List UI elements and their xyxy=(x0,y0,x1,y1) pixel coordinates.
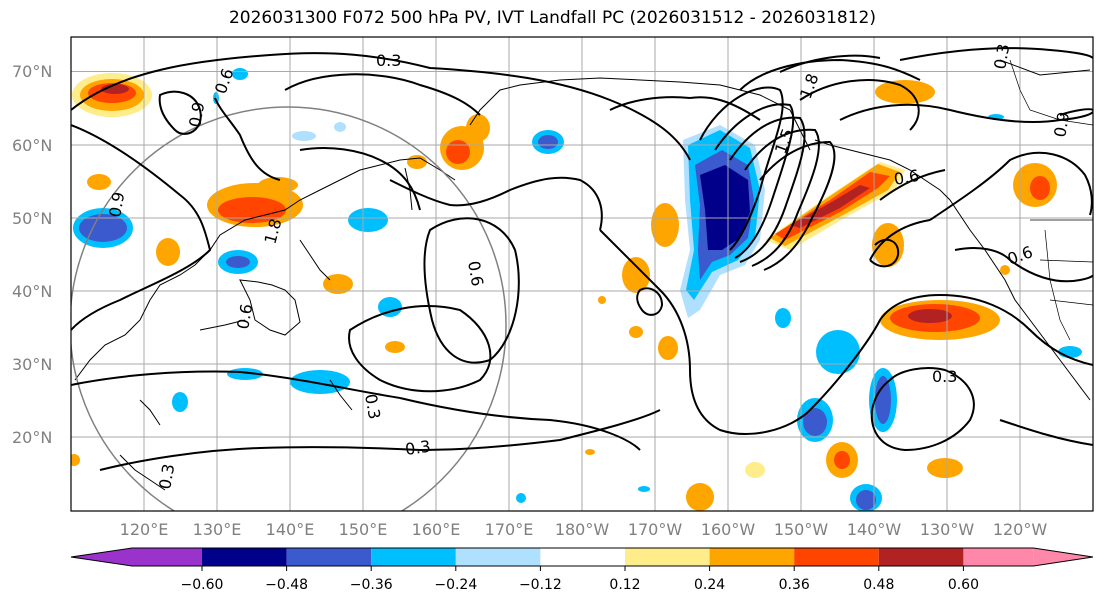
colorbar-label: −0.48 xyxy=(265,577,308,593)
lon-label: 130°E xyxy=(193,520,242,539)
colorbar-label: 0.36 xyxy=(779,577,810,593)
contour-label: 0.3 xyxy=(932,367,957,386)
lat-label: 70°N xyxy=(12,62,52,81)
map-title: 2026031300 F072 500 hPa PV, IVT Landfall… xyxy=(228,8,876,28)
lon-label: 140°E xyxy=(266,520,315,539)
lon-label: 180°W xyxy=(555,520,610,539)
colorbar-segment xyxy=(455,548,541,566)
colorbar-segment xyxy=(878,548,964,566)
contour-lines xyxy=(71,47,1093,471)
colorbar-segment xyxy=(540,548,625,566)
lon-label: 140°W xyxy=(847,520,902,539)
radius-circle xyxy=(71,106,507,511)
lon-label: 120°W xyxy=(993,520,1048,539)
colorbar-extend-high xyxy=(1033,548,1093,566)
lon-label: 170°E xyxy=(485,520,534,539)
colorbar-segment xyxy=(286,548,372,566)
contour-label: 0.3 xyxy=(155,462,178,490)
political-borders xyxy=(1009,59,1093,341)
latitude-labels: 70°N 60°N 50°N 40°N 30°N 20°N xyxy=(12,62,52,447)
colorbar-segment xyxy=(709,548,795,566)
colorbar-label: −0.60 xyxy=(181,577,224,593)
contour-label: 0.3 xyxy=(990,42,1013,70)
lon-label: 120°E xyxy=(120,520,169,539)
colorbar-segment xyxy=(132,548,202,566)
longitude-labels: 120°E 130°E 140°E 150°E 160°E 170°E 180°… xyxy=(120,520,1048,539)
pv-negative-shading xyxy=(73,68,1082,511)
contour-label: 0.9 xyxy=(1050,110,1073,138)
colorbar: −0.60 −0.48 −0.36 −0.24 −0.12 0.12 0.24 … xyxy=(70,547,1094,593)
lat-label: 30°N xyxy=(12,355,52,374)
contour-label: 0.3 xyxy=(376,51,401,70)
colorbar-label: 0.48 xyxy=(863,577,894,593)
colorbar-label: −0.36 xyxy=(350,577,393,593)
colorbar-label: 0.24 xyxy=(694,577,725,593)
contour-label: 0.6 xyxy=(464,259,487,287)
lat-label: 20°N xyxy=(12,428,52,447)
contour-label: 0.3 xyxy=(404,437,432,459)
colorbar-segment xyxy=(625,548,710,566)
contour-label: 0.9 xyxy=(185,100,208,128)
contour-label: 0.9 xyxy=(105,190,128,218)
lon-label: 150°E xyxy=(339,520,388,539)
colorbar-label: −0.12 xyxy=(519,577,562,593)
contour-label: 0.6 xyxy=(892,166,920,189)
lat-label: 60°N xyxy=(12,136,52,155)
lon-label: 150°W xyxy=(774,520,829,539)
contour-label: 0.6 xyxy=(233,302,256,330)
colorbar-segment xyxy=(963,548,1034,566)
colorbar-label: 0.12 xyxy=(609,577,640,593)
lon-label: 130°W xyxy=(920,520,975,539)
lon-label: 160°W xyxy=(701,520,756,539)
contour-label-group: 0.3 0.6 0.9 0.9 1.8 1.5 1.8 0.3 0.6 0.6 … xyxy=(105,42,1073,490)
colorbar-segment xyxy=(371,548,456,566)
pv-positive-shading xyxy=(71,73,1057,511)
lon-label: 160°E xyxy=(412,520,461,539)
colorbar-segment xyxy=(794,548,879,566)
map-frame xyxy=(70,36,1094,512)
contour-label: 0.3 xyxy=(361,392,384,420)
colorbar-label: −0.24 xyxy=(434,577,477,593)
colorbar-ticks xyxy=(201,566,964,571)
lon-label: 170°W xyxy=(628,520,683,539)
lat-label: 40°N xyxy=(12,282,52,301)
colorbar-extend-low xyxy=(71,548,132,566)
lat-label: 50°N xyxy=(12,209,52,228)
colorbar-outline xyxy=(70,547,1094,567)
colorbar-label: 0.60 xyxy=(948,577,979,593)
colorbar-segment xyxy=(202,548,287,566)
